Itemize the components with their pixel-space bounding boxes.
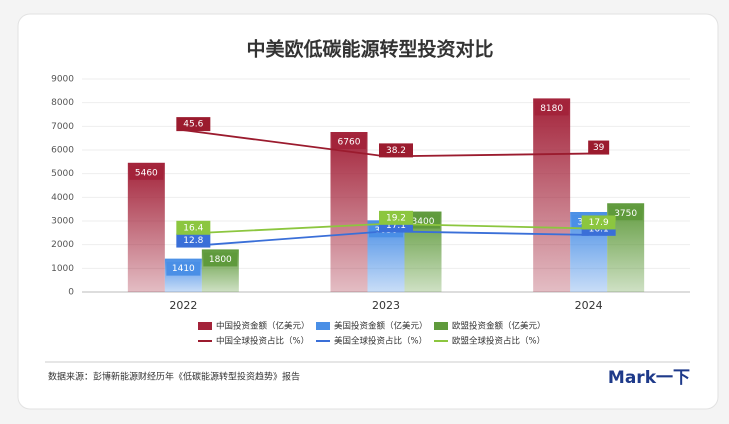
value-label: 38.2 — [386, 146, 406, 156]
y-tick-label: 7000 — [51, 122, 74, 132]
value-label: 45.6 — [183, 120, 203, 130]
value-label-box — [332, 135, 366, 150]
bar — [127, 162, 165, 292]
value-label: 17.9 — [589, 218, 609, 228]
y-tick-label: 0 — [68, 288, 74, 298]
value-label-box — [176, 233, 211, 248]
y-tick-label: 2000 — [51, 240, 74, 250]
value-label: 3400 — [412, 217, 435, 227]
value-label-box — [581, 215, 616, 230]
legend-swatch — [316, 322, 330, 330]
brand-logo: Mark一下 — [608, 368, 690, 388]
bar — [533, 98, 571, 292]
value-label-box — [379, 210, 413, 225]
value-label: 5460 — [135, 168, 158, 178]
value-label-box — [129, 165, 164, 180]
y-tick-label: 5000 — [51, 169, 74, 179]
legend-label: 中国投资金额（亿美元） — [216, 321, 310, 332]
chart-title: 中美欧低碳能源转型投资对比 — [246, 38, 493, 61]
y-tick-label: 3000 — [51, 217, 74, 227]
value-label: 19.2 — [386, 213, 406, 223]
value-label-box — [166, 261, 201, 276]
value-label: 39 — [593, 143, 605, 153]
value-label-box — [608, 206, 643, 221]
y-tick-label: 1000 — [51, 264, 74, 274]
legend-label: 欧盟全球投资占比（%） — [452, 336, 545, 347]
value-label: 1410 — [172, 264, 195, 274]
value-label: 17.1 — [386, 221, 406, 231]
x-tick-label: 2023 — [372, 299, 400, 312]
legend-label: 欧盟投资金额（亿美元） — [452, 321, 546, 332]
legend-swatch — [198, 322, 212, 330]
y-tick-label: 6000 — [51, 146, 74, 156]
value-label: 16.4 — [183, 223, 203, 233]
value-label: 1800 — [209, 255, 232, 265]
y-tick-label: 9000 — [51, 75, 74, 85]
value-label: 12.8 — [183, 236, 203, 246]
x-tick-label: 2022 — [169, 299, 197, 312]
legend-label: 美国投资金额（亿美元） — [334, 321, 428, 332]
value-label-box — [534, 101, 569, 116]
legend-label: 美国全球投资占比（%） — [334, 336, 427, 347]
value-label-box — [379, 143, 413, 158]
legend-label: 中国全球投资占比（%） — [216, 336, 309, 347]
source-note: 数据来源：彭博新能源财经历年《低碳能源转型投资趋势》报告 — [48, 371, 300, 383]
y-tick-label: 4000 — [51, 193, 74, 203]
bar — [330, 132, 368, 292]
value-label-box — [176, 117, 211, 132]
value-label: 6760 — [338, 138, 361, 148]
value-label-box — [203, 252, 238, 267]
legend-swatch — [434, 322, 448, 330]
y-tick-label: 8000 — [51, 98, 74, 108]
x-tick-label: 2024 — [575, 299, 603, 312]
value-label-box — [588, 140, 610, 155]
value-label: 3750 — [614, 209, 637, 219]
value-label: 8180 — [540, 104, 563, 114]
value-label-box — [176, 220, 211, 235]
